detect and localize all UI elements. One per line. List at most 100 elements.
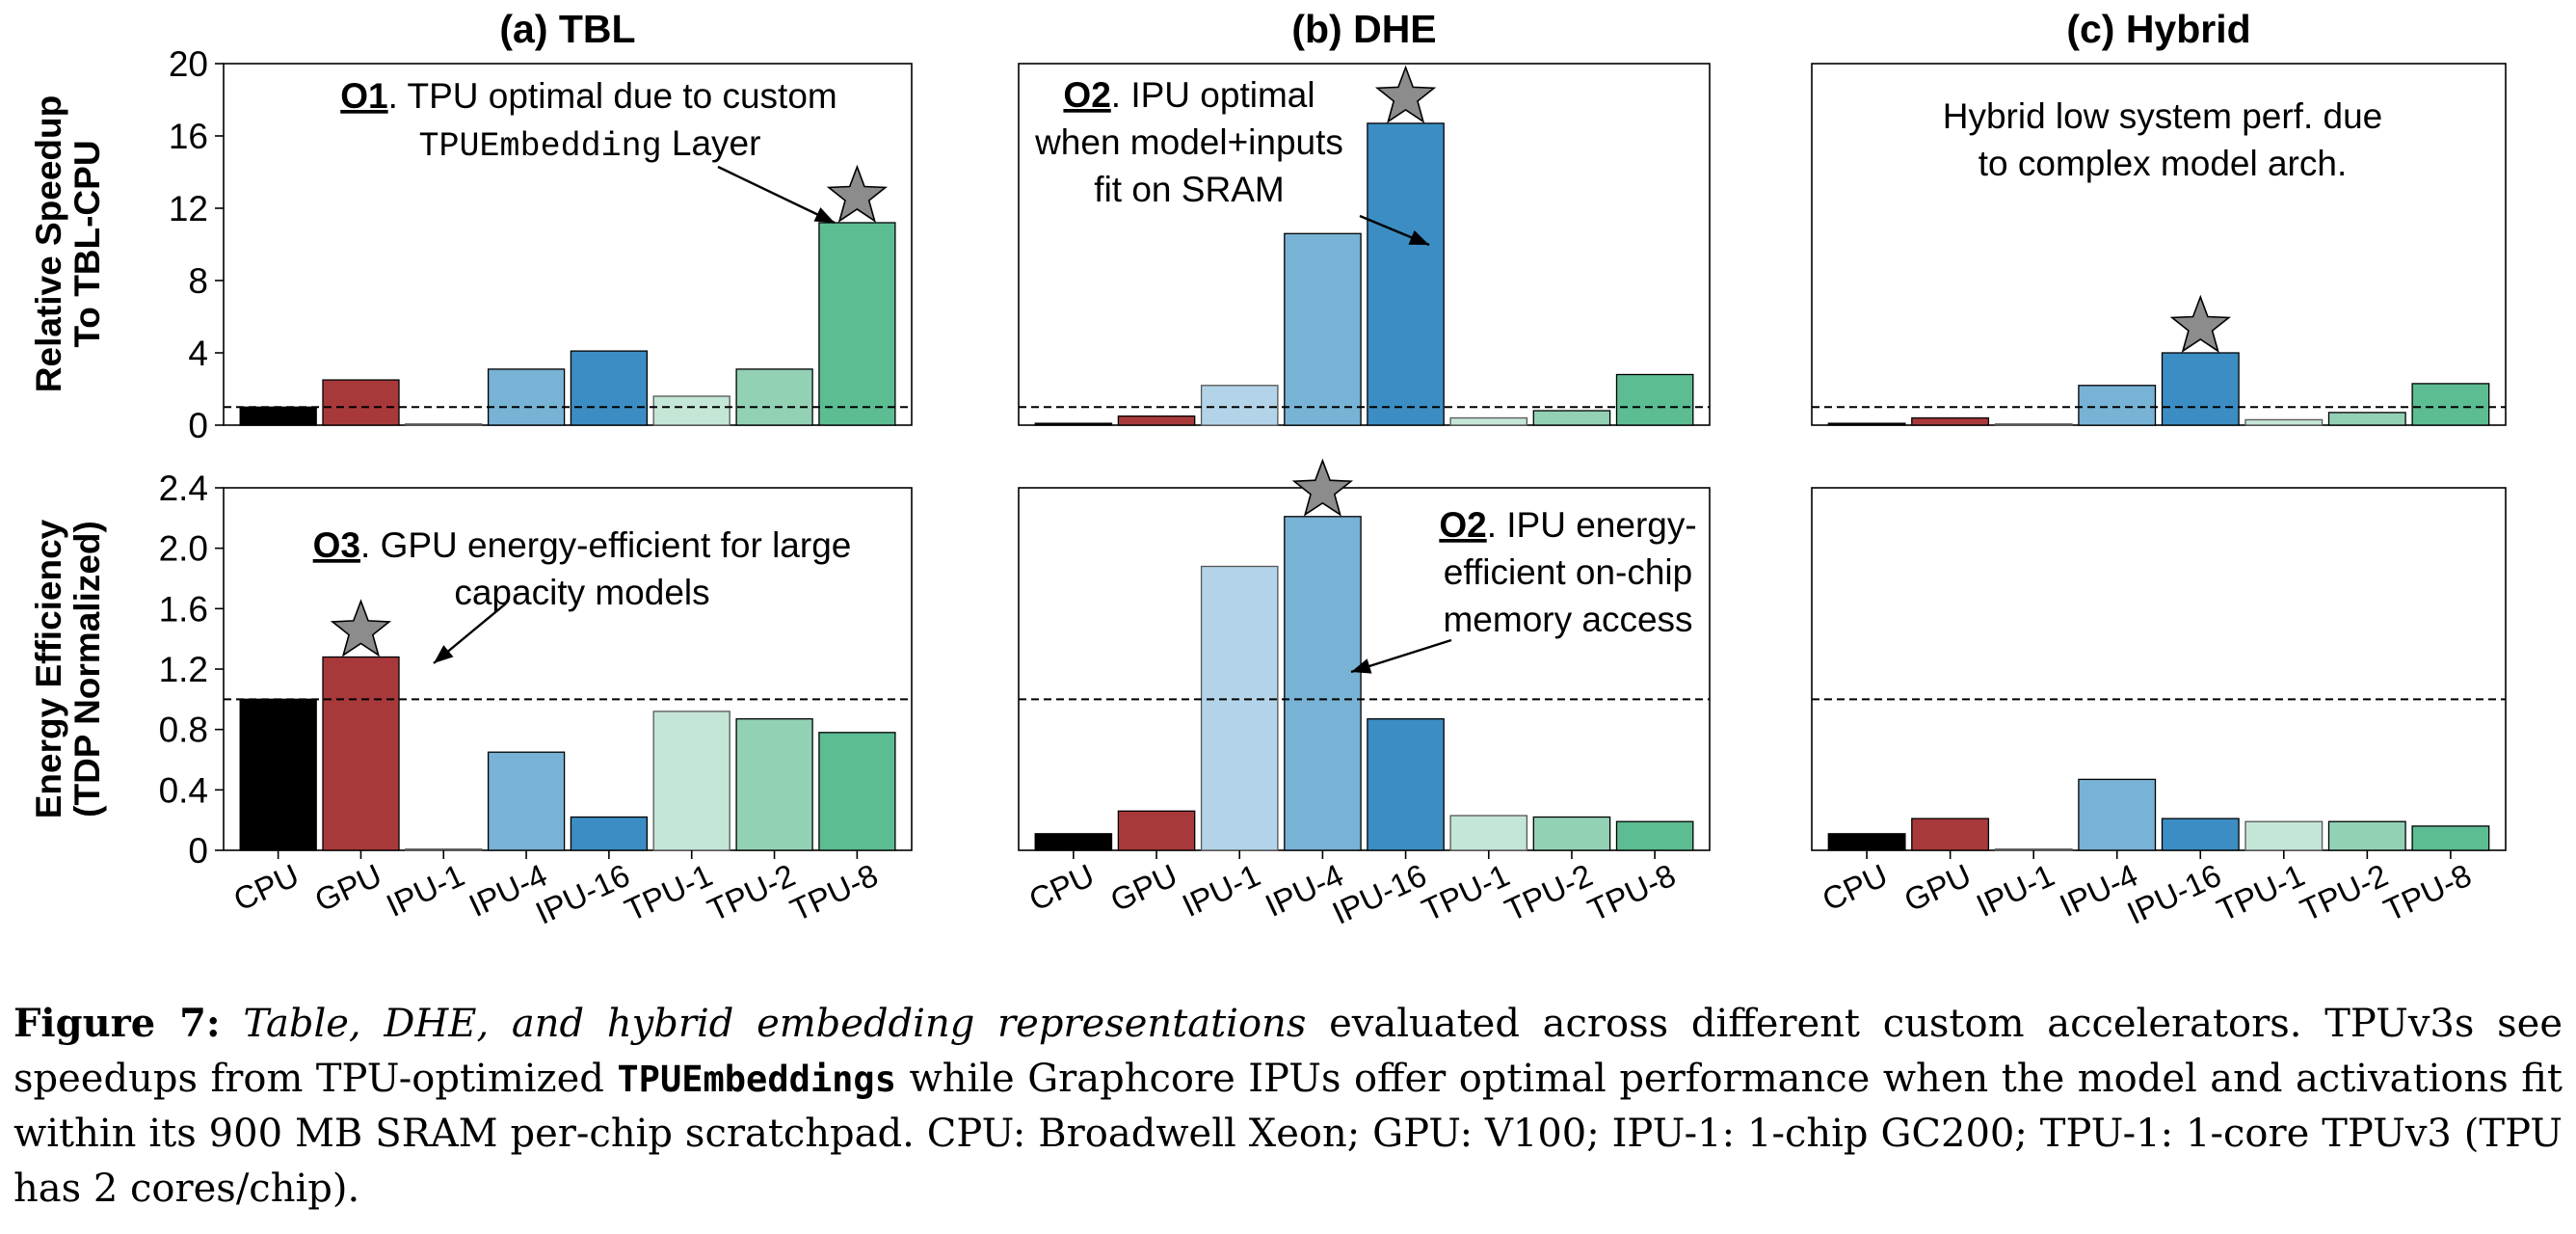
x-tick-label: TPU-1 [2212, 857, 2310, 928]
bar-tpu-8 [818, 222, 896, 426]
bar-tpu-1 [1449, 416, 1528, 426]
x-tick-label: TPU-2 [1500, 857, 1598, 928]
row-label: Energy Efficiency [29, 519, 68, 818]
bar-tpu-1 [1449, 815, 1528, 851]
bar-ipu-4 [1284, 516, 1362, 851]
panel-title: (a) TBL [499, 7, 635, 51]
x-tick-label: GPU [309, 857, 386, 919]
axes-frame [1018, 487, 1711, 851]
bar-tpu-8 [1615, 820, 1694, 851]
axes-frame [1811, 63, 2507, 426]
bar-gpu [1911, 818, 1990, 851]
x-tick-label: IPU-1 [1177, 857, 1265, 924]
bar-ipu-16 [2161, 818, 2240, 851]
y-tick-label: 0 [188, 406, 208, 445]
annotation-arrowhead [434, 645, 454, 663]
axes-frame [223, 63, 913, 426]
bar-ipu-1 [405, 848, 483, 851]
bar-ipu-16 [570, 816, 649, 851]
bar-cpu [1034, 422, 1113, 426]
bar-gpu [322, 379, 400, 426]
bar-tpu-1 [652, 711, 730, 851]
bar-tpu-2 [2327, 820, 2406, 851]
bar-tpu-8 [2411, 825, 2490, 851]
annotation-o3: O3. GPU energy-efficient for large capaci… [313, 525, 851, 664]
axes-frame [1811, 487, 2507, 851]
annotation-marker: O2 [1063, 75, 1110, 115]
optimal-star [1374, 65, 1437, 123]
bar-ipu-1 [405, 423, 483, 426]
optimal-star [1291, 458, 1354, 517]
bar-tpu-1 [2244, 418, 2324, 426]
figure-7-chart: (a) TBL 0 4 8 12 16 20 (b) DHE (c) Hybrid 0 0.4 0.8… [29, 7, 2507, 931]
y-tick-label: 20 [169, 44, 208, 84]
annotation-line: O1. TPU optimal due to custom [340, 76, 837, 116]
x-tick-label: CPU [1023, 857, 1100, 918]
bar-ipu-16 [2161, 352, 2240, 426]
x-tick-label: IPU-16 [1327, 857, 1432, 931]
y-tick-label: 0.4 [159, 770, 208, 810]
bar-ipu-4 [2078, 385, 2157, 426]
bar-ipu-4 [487, 368, 566, 426]
panel-speedup-0: (a) TBL 0 4 8 12 16 20 [169, 7, 913, 445]
caption-label: Figure 7: [13, 1001, 221, 1046]
y-tick-label: 16 [169, 117, 208, 156]
x-tick-label: IPU-1 [1971, 857, 2059, 924]
bar-cpu [239, 406, 317, 426]
annotation-line: to complex model arch. [1978, 144, 2348, 183]
x-tick-label: CPU [1817, 857, 1893, 918]
y-tick-label: 2.4 [159, 469, 208, 508]
y-tick-label: 1.6 [159, 589, 208, 629]
y-tick-label: 2.0 [159, 529, 208, 569]
annotation-marker: O2 [1439, 505, 1486, 545]
y-tick-label: 0 [188, 831, 208, 871]
caption-text-1: evaluated across different custom accele… [13, 1002, 2563, 1101]
annotation-line: O2. IPU optimal [1063, 75, 1315, 115]
y-tick-label: 0.8 [159, 711, 208, 750]
x-tick-label: TPU-1 [620, 857, 718, 928]
figure-caption: Figure 7: Table, DHE, and hybrid embeddi… [13, 996, 2563, 1217]
bar-tpu-2 [1532, 410, 1611, 426]
panel-speedup-2: (c) Hybrid [1811, 7, 2507, 426]
x-tick-label: TPU-8 [1582, 857, 1681, 928]
annotation-line: fit on SRAM [1094, 170, 1284, 209]
bar-tpu-8 [2411, 383, 2490, 426]
bar-cpu [1827, 833, 1906, 851]
annotation-line: O2. IPU energy- [1439, 505, 1696, 545]
annotation-arrowhead [1351, 658, 1372, 674]
bar-ipu-1 [1994, 423, 2073, 426]
bar-cpu [1034, 833, 1113, 851]
panel-speedup-1: (b) DHE [1018, 7, 1711, 426]
bar-tpu-2 [735, 368, 813, 426]
annotation-line: Hybrid low system perf. due [1943, 96, 2383, 136]
optimal-star [2169, 294, 2231, 353]
optimal-star [330, 599, 392, 657]
annotation-arrow [717, 165, 836, 225]
row-label: (TDP Normalized) [67, 521, 107, 818]
annotation-line: capacity models [454, 573, 709, 612]
x-tick-label: GPU [1899, 857, 1976, 919]
bar-cpu [1827, 422, 1906, 426]
bar-tpu-1 [2244, 820, 2324, 851]
bar-tpu-2 [2327, 412, 2406, 426]
y-tick-label: 4 [188, 334, 208, 373]
y-tick-label: 12 [169, 189, 208, 228]
bar-tpu-2 [735, 718, 813, 851]
axes-frame [1018, 63, 1711, 426]
annotation-marker: O1 [340, 76, 387, 116]
bar-ipu-16 [1367, 122, 1445, 426]
bar-ipu-1 [1200, 385, 1279, 426]
bar-tpu-8 [818, 732, 896, 851]
x-tick-label: TPU-2 [2295, 857, 2393, 928]
x-tick-label: IPU-16 [530, 857, 635, 931]
bar-cpu [239, 698, 317, 851]
bar-gpu [322, 656, 400, 851]
x-tick-label: TPU-8 [784, 857, 883, 928]
caption-italic: Table, DHE, and hybrid embedding represe… [243, 1002, 1307, 1046]
x-tick-label: TPU-1 [1417, 857, 1515, 928]
x-tick-label: IPU-1 [381, 857, 469, 924]
caption-mono: TPUEmbeddings [617, 1059, 896, 1100]
annotation-line: efficient on-chip [1444, 552, 1692, 592]
bar-tpu-1 [652, 395, 730, 426]
